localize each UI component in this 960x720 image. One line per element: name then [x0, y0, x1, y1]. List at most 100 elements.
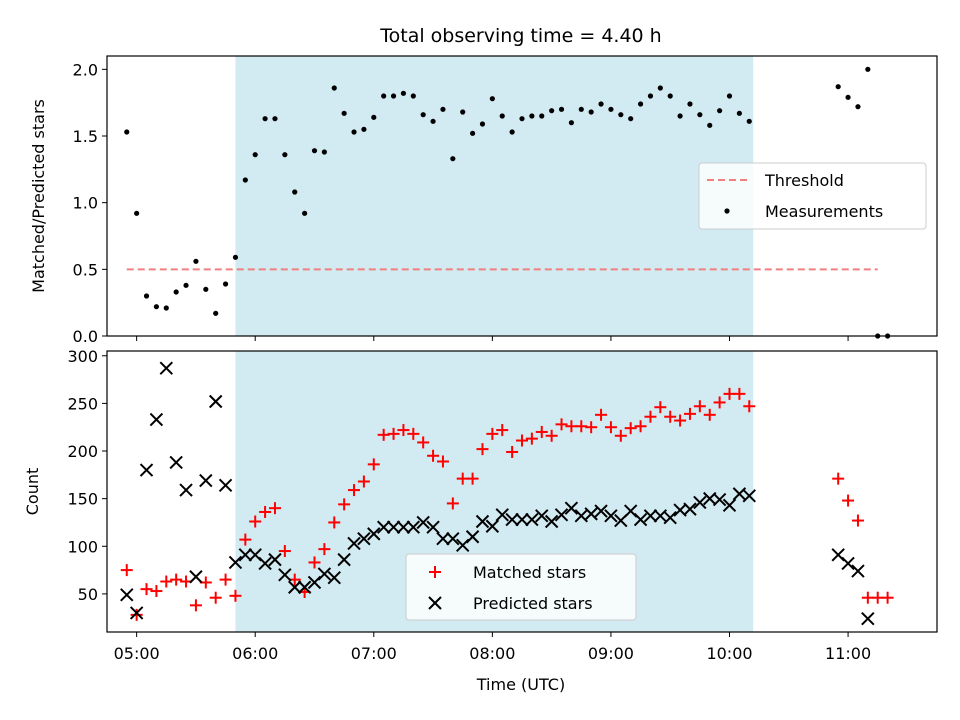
measurement-point [529, 113, 535, 119]
measurement-point [657, 85, 663, 91]
measurement-point [222, 281, 229, 287]
matched-star-point [555, 418, 568, 431]
measurement-point [400, 90, 407, 96]
predicted-star-point [337, 552, 351, 567]
measurement-point [469, 130, 476, 136]
matched-star-point [328, 516, 341, 529]
matched-star-point [614, 429, 627, 442]
matched-star-point [209, 591, 222, 604]
measurement-point [153, 304, 160, 310]
count-plot-frame [106, 350, 938, 633]
predicted-star-point [386, 520, 401, 534]
y-tick-label: 50 [78, 585, 98, 604]
predicted-star-point [712, 492, 727, 507]
ratio-legend-box [698, 162, 927, 230]
y-tick-label: 300 [67, 347, 98, 366]
ratio-y-axis: 0.0 0.5 1.0 1.5 2.0 [73, 60, 107, 346]
measurement-point [371, 114, 377, 120]
matched-star-point [407, 427, 420, 440]
measurement-point [460, 109, 466, 115]
predicted-star-point [851, 564, 865, 578]
measurement-point [509, 129, 515, 135]
predicted-star-point [475, 514, 490, 529]
measurement-point [232, 254, 239, 260]
ratio-x-ticks [136, 336, 849, 341]
predicted-star-point [228, 555, 243, 570]
matched-star-point [338, 498, 351, 511]
matched-star-point [417, 436, 430, 449]
y-tick-label: 150 [67, 490, 98, 509]
measurement-point [292, 189, 298, 195]
matched-star-point [506, 445, 519, 458]
matched-star-point [357, 475, 370, 488]
legend-threshold-label: Threshold [764, 171, 844, 190]
measurement-point [667, 93, 673, 99]
matched-star-point [516, 434, 528, 447]
measurement-point [578, 106, 584, 112]
predicted-star-point [139, 463, 154, 477]
matched-star-point [476, 443, 489, 456]
observing-window-shade [235, 56, 754, 336]
predicted-star-point [120, 588, 134, 602]
predicted-star-point [643, 509, 658, 523]
count-x-axis: 05:00 06:00 07:00 08:00 09:00 10:00 11:00 [114, 632, 871, 663]
x-tick-label: 07:00 [351, 644, 397, 663]
measurement-point [707, 122, 713, 128]
measurement-point [124, 129, 130, 135]
predicted-star-point [159, 361, 173, 375]
predicted-star-point [683, 502, 697, 516]
predicted-star-point [416, 515, 430, 530]
matched-star-point [466, 472, 479, 485]
measurement-point [598, 101, 604, 107]
measurement-point [539, 113, 545, 119]
predicted-star-point [357, 531, 371, 546]
matched-star-point [446, 497, 459, 510]
measurement-point [420, 112, 426, 118]
matched-star-point [624, 422, 637, 435]
matched-star-point [713, 396, 726, 409]
matched-star-point [693, 400, 706, 413]
predicted-star-point [149, 412, 164, 427]
predicted-star-point [288, 580, 302, 594]
measurement-point [450, 156, 456, 162]
predicted-star-point [535, 509, 549, 523]
matched-star-point [308, 556, 321, 569]
measurement-point [608, 106, 614, 112]
measurement-point [726, 93, 733, 99]
matched-star-point [654, 401, 667, 414]
measurement-point [134, 210, 140, 216]
predicted-star-point [554, 508, 569, 522]
predicted-star-point [317, 567, 332, 581]
predicted-star-point [297, 580, 312, 594]
y-tick-label: 1.5 [73, 127, 98, 146]
predicted-star-point [525, 512, 539, 527]
matched-star-point [387, 427, 400, 440]
predicted-star-point [594, 504, 608, 518]
measurement-point [430, 118, 436, 124]
matched-star-point [486, 427, 499, 440]
matched-star-point [229, 589, 242, 602]
predicted-star-point [742, 489, 756, 503]
matched-star-point [634, 420, 647, 433]
x-tick-label: 09:00 [588, 644, 634, 663]
predicted-star-point [485, 519, 500, 533]
measurement-point [736, 110, 742, 116]
predicted-star-point [861, 611, 875, 626]
ratio-plot-frame [106, 55, 938, 337]
matched-star-point [219, 573, 232, 586]
predicted-star-point [169, 455, 183, 470]
predicted-star-point [327, 570, 341, 585]
matched-star-point [595, 408, 608, 421]
predicted-star-point [179, 483, 193, 497]
measurement-point [272, 116, 278, 122]
measurement-point [410, 93, 416, 99]
legend-matched-swatch [429, 566, 441, 578]
matched-star-point [150, 585, 163, 598]
measurement-point [499, 113, 505, 119]
measurement-point [479, 121, 486, 127]
y-tick-label: 250 [67, 394, 98, 413]
measurement-point [717, 108, 723, 114]
matched-stars-series [120, 387, 894, 621]
ratio-y-axis-label: Matched/Predicted stars [29, 99, 48, 293]
